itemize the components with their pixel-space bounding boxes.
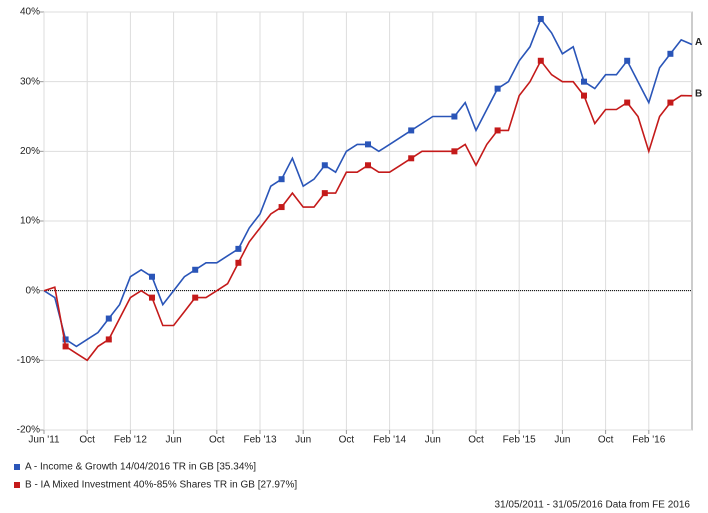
y-tick-label: 10% [20, 216, 40, 227]
point-marker [278, 176, 285, 183]
point-marker [408, 155, 415, 162]
point-marker [667, 99, 674, 106]
x-tick-label: Jun '11 [28, 435, 60, 446]
point-marker [105, 336, 112, 343]
x-tick-label: Oct [468, 435, 484, 446]
point-marker [149, 273, 155, 280]
point-marker [365, 141, 371, 148]
x-tick-label: Jun [425, 435, 441, 446]
point-marker [365, 162, 371, 169]
point-marker [581, 92, 587, 99]
legend-swatch [14, 464, 20, 470]
x-tick-label: Oct [339, 435, 355, 446]
x-tick-label: Feb '12 [114, 435, 147, 446]
y-tick-label: 30% [20, 76, 40, 87]
point-marker [149, 294, 155, 301]
point-marker [494, 85, 501, 92]
legend-label: B - IA Mixed Investment 40%-85% Shares T… [25, 480, 297, 491]
x-tick-label: Feb '13 [243, 435, 276, 446]
x-tick-label: Oct [79, 435, 95, 446]
x-tick-label: Jun [166, 435, 182, 446]
y-tick-label: -10% [17, 355, 40, 366]
point-marker [581, 78, 587, 85]
point-marker [408, 127, 415, 134]
x-tick-label: Feb '14 [373, 435, 406, 446]
point-marker [321, 190, 328, 197]
point-marker [62, 336, 69, 343]
point-marker [278, 204, 285, 211]
end-label: A [695, 37, 702, 48]
x-tick-label: Jun [554, 435, 570, 446]
x-tick-label: Oct [598, 435, 614, 446]
point-marker [537, 15, 544, 22]
source: 31/05/2011 - 31/05/2016 Data from FE 201… [494, 500, 690, 511]
legend-swatch [14, 482, 20, 488]
x-tick-label: Feb '15 [503, 435, 536, 446]
y-tick-label: 20% [20, 146, 40, 157]
point-marker [624, 57, 631, 64]
legend-label: A - Income & Growth 14/04/2016 TR in GB … [25, 462, 256, 473]
point-marker [235, 259, 242, 266]
point-marker [451, 148, 458, 155]
y-tick-label: 0% [26, 285, 41, 296]
point-marker [192, 294, 199, 301]
point-marker [192, 266, 199, 273]
x-tick-label: Feb '16 [632, 435, 665, 446]
point-marker [105, 315, 112, 322]
point-marker [494, 127, 501, 134]
point-marker [537, 57, 544, 64]
y-tick-label: 40% [20, 7, 40, 18]
x-tick-label: Jun [295, 435, 311, 446]
point-marker [451, 113, 458, 120]
point-marker [235, 245, 242, 252]
x-tick-label: Oct [209, 435, 225, 446]
end-label: B [695, 88, 702, 99]
point-marker [667, 50, 674, 57]
y-tick-label: -20% [17, 425, 40, 436]
point-marker [62, 343, 69, 350]
point-marker [321, 162, 328, 169]
point-marker [624, 99, 631, 106]
